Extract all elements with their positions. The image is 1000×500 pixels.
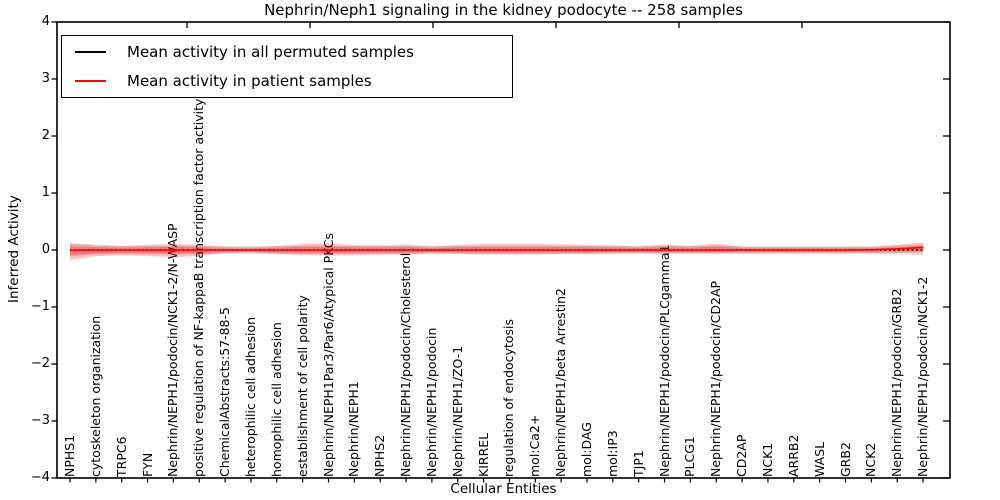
y-tick-label: 4 <box>41 14 50 29</box>
y-tick-label: 0 <box>41 242 50 257</box>
legend-label-patient: Mean activity in patient samples <box>127 72 372 90</box>
y-tick-label: 3 <box>41 71 50 86</box>
x-axis-title: Cellular Entities <box>450 481 557 497</box>
y-tick-label: −3 <box>30 413 50 428</box>
legend: Mean activity in all permuted samples Me… <box>61 35 513 98</box>
permuted-line-swatch-icon <box>75 51 106 53</box>
y-tick-label: −2 <box>30 356 50 371</box>
y-tick-label: −1 <box>30 299 50 314</box>
line-patient-mean <box>69 246 924 252</box>
y-axis-title: Inferred Activity <box>6 195 22 303</box>
legend-label-permuted: Mean activity in all permuted samples <box>127 43 414 61</box>
band-patient-samples-outer-band <box>70 242 924 260</box>
patient-line-swatch-icon <box>75 80 106 82</box>
legend-item-patient: Mean activity in patient samples <box>75 70 512 92</box>
y-tick-label: 1 <box>41 185 50 200</box>
y-tick-label: −4 <box>30 470 50 485</box>
legend-item-permuted: Mean activity in all permuted samples <box>75 41 512 63</box>
y-tick-label: 2 <box>41 128 50 143</box>
chart-title: Nephrin/Neph1 signaling in the kidney po… <box>264 1 743 19</box>
